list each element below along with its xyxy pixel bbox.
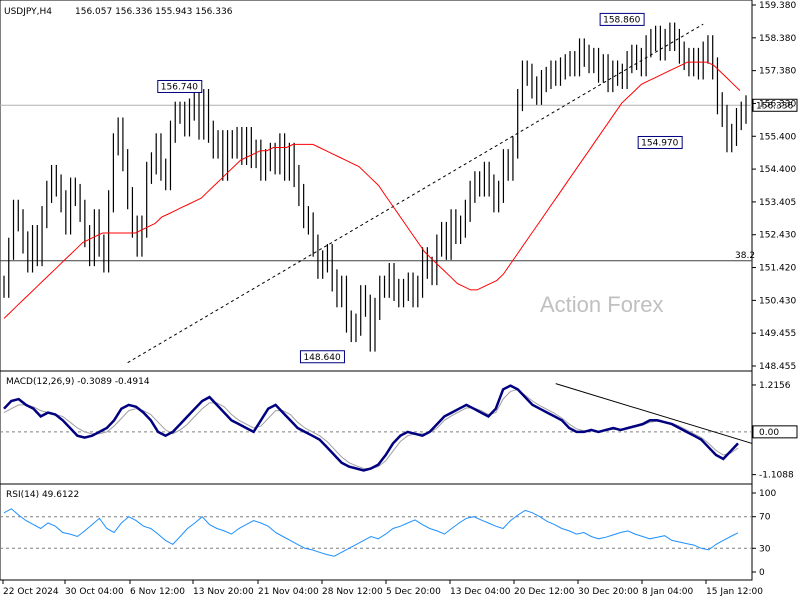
price-label-box [599,12,645,26]
main-y-tick-label: 153.405 [759,198,796,208]
main-y-tick-label: 155.400 [759,132,796,142]
rsi-y-tick-label: 100 [759,489,776,499]
macd-layer [0,383,753,472]
x-tick-label: 8 Jan 04:00 [642,587,694,597]
x-tick-label: 20 Dec 12:00 [514,587,575,597]
main-y-tick-label: 157.380 [759,67,796,77]
fib-level-label: 38.2 [735,251,755,261]
macd-trendline [555,383,753,444]
main-y-tick-label: 152.430 [759,231,796,241]
x-tick-label: 22 Oct 2024 [3,587,59,597]
x-tick-label: 30 Dec 20:00 [578,587,639,597]
main-y-tick-label: 156.330 [759,99,796,109]
price-label-box [299,350,345,364]
moving-average-line [3,61,741,319]
macd-zero-tag-label: 0.00 [759,428,779,438]
x-tick-label: 5 Dec 20:00 [386,587,441,597]
current-price-tag [752,98,798,112]
macd-line [3,384,739,472]
main-y-tick-label: 151.420 [759,264,796,274]
main-layer: 38.2 156.740 148.640 158.860 154.970 156.336 [0,12,798,364]
x-tick-label: 15 Jan 12:00 [706,587,763,597]
symbol-label: USDJPY,H4 [4,7,52,17]
x-tick-label: 6 Nov 12:00 [130,587,185,597]
macd-label: MACD(12,26,9) -0.3089 -0.4914 [6,377,150,387]
main-y-tick-label: 150.430 [759,296,796,306]
watermark: Action Forex [540,292,664,317]
main-y-tick-label: 158.380 [759,34,796,44]
macd-y-tick-label: 1.2156 [759,381,791,391]
main-y-tick-label: 148.455 [759,362,796,372]
current-price-value: 156.336 [756,101,793,111]
rsi-label: RSI(14) 49.6122 [6,490,79,500]
macd-zero-tag [752,425,798,439]
rsi-y-tick-label: 70 [759,513,771,523]
rsi-panel [0,483,753,581]
price-label-box [637,135,683,149]
price-label: 148.640 [303,353,340,363]
x-tick-label: 13 Dec 04:00 [450,587,511,597]
ohlc-label: 156.057 156.336 155.943 156.336 [75,7,233,17]
main-y-tick-label: 154.400 [759,165,796,175]
main-y-tick-label: 159.380 [759,1,796,11]
rsi-y-tick-label: 30 [759,544,771,554]
price-label: 154.970 [641,138,678,148]
price-label: 156.740 [161,82,198,92]
price-label-box [157,79,203,93]
main-y-tick-label: 149.455 [759,329,796,339]
rsi-y-tick-label: 0 [759,568,765,578]
x-tick-label: 21 Nov 04:00 [258,587,319,597]
rsi-layer [0,508,752,557]
macd-y-tick-label: -1.1088 [759,471,794,481]
x-tick-label: 30 Oct 04:00 [65,587,124,597]
rsi-line [3,508,739,557]
x-tick-label: 28 Nov 12:00 [322,587,383,597]
x-tick-label: 13 Nov 20:00 [193,587,254,597]
price-label: 158.860 [603,15,640,25]
